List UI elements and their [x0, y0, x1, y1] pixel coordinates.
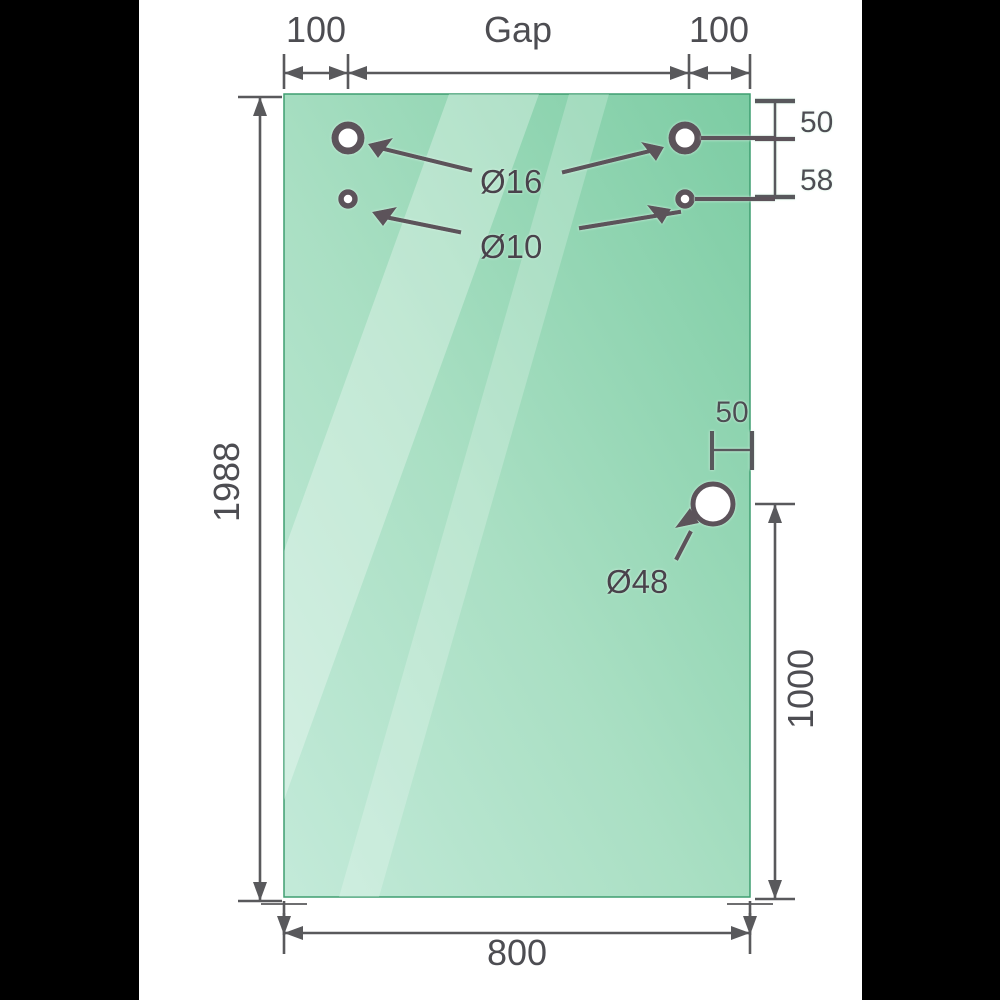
svg-text:1000: 1000 — [780, 649, 821, 729]
svg-text:50: 50 — [715, 396, 748, 429]
svg-text:Gap: Gap — [484, 9, 552, 50]
svg-text:100: 100 — [689, 9, 749, 50]
svg-text:Ø10: Ø10 — [480, 228, 542, 265]
svg-text:50: 50 — [800, 106, 833, 139]
svg-text:800: 800 — [487, 932, 547, 973]
svg-text:Ø16: Ø16 — [480, 163, 542, 200]
svg-text:100: 100 — [286, 9, 346, 50]
svg-text:1988: 1988 — [206, 442, 247, 522]
svg-text:58: 58 — [800, 164, 833, 197]
svg-text:Ø48: Ø48 — [606, 563, 668, 600]
